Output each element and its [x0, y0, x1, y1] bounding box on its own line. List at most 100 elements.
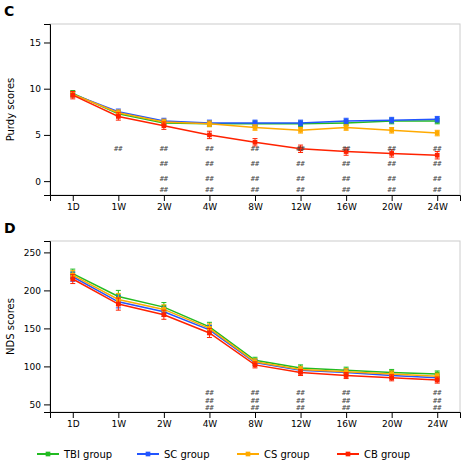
error-bar-cap: [389, 117, 394, 118]
x-tick-label: 1D: [67, 202, 80, 212]
error-bar-cap: [344, 372, 349, 373]
plot-frame: [50, 24, 460, 195]
y-tick-mark: [44, 252, 50, 253]
point: [207, 121, 212, 126]
x-tick: 2W: [157, 195, 172, 212]
error-bar-cap: [344, 124, 349, 125]
annotation: ##: [205, 404, 214, 412]
error-bar: [207, 131, 212, 138]
error-bar-cap: [435, 130, 440, 131]
error-bar-cap: [344, 367, 349, 368]
y-tick-mark: [44, 135, 50, 136]
point: [389, 128, 394, 133]
point: [389, 119, 394, 124]
annotation: ##: [296, 175, 305, 183]
error-bar-cap: [435, 377, 440, 378]
y-tick-label: 15: [30, 38, 41, 48]
x-tick: 24W: [428, 412, 448, 429]
title: C: [4, 3, 14, 19]
y-tick: 5: [35, 130, 50, 140]
error-bar-cap: [161, 302, 166, 303]
x-tick: 16W: [336, 195, 356, 212]
annotation: ##: [160, 186, 169, 194]
annotation: ##: [342, 145, 351, 153]
annotation: ##: [433, 186, 442, 194]
x-tick-mark: [437, 195, 438, 201]
y-tick-label: 100: [24, 362, 41, 372]
error-bar-cap: [70, 91, 75, 92]
x-tick-label: 4W: [203, 202, 218, 212]
error-bar: [389, 117, 394, 123]
error-bar-cap: [253, 130, 258, 131]
point: [253, 121, 258, 126]
error-bar-cap: [298, 369, 303, 370]
y-axis-label: Purdy scores: [5, 78, 16, 142]
y-tick-mark: [44, 290, 50, 291]
annotation: ##: [251, 175, 260, 183]
y-tick-label: 10: [30, 84, 42, 94]
point: [162, 312, 167, 317]
error-bar-cap: [344, 123, 349, 124]
point: [298, 121, 303, 126]
x-tick-label: 20W: [382, 419, 402, 429]
error-bar-cap: [389, 380, 394, 381]
x-tick: 20W: [382, 412, 402, 429]
error-bar-cap: [253, 361, 258, 362]
y-tick: 10: [30, 84, 50, 94]
error-bar: [344, 125, 349, 131]
error-bar-cap: [116, 109, 121, 110]
legend-label: CB group: [364, 449, 410, 460]
y-tick: 250: [24, 248, 50, 258]
point: [435, 378, 440, 383]
error-bar-cap: [116, 112, 121, 113]
error-bar-cap: [298, 125, 303, 126]
plot-frame: [50, 241, 460, 412]
error-bar-cap: [116, 293, 121, 294]
error-bar-cap: [70, 269, 75, 270]
error-bar-cap: [389, 123, 394, 124]
error-bar-cap: [253, 357, 258, 358]
legend-item: TBI group: [37, 449, 112, 460]
error-bar-cap: [161, 118, 166, 119]
x-tick: 12W: [291, 412, 311, 429]
point: [344, 373, 349, 378]
y-tick-mark: [44, 328, 50, 329]
annotation: ##: [387, 175, 396, 183]
x-tick-label: 4W: [203, 419, 218, 429]
error-bar-cap: [344, 118, 349, 119]
annotation: ##: [296, 186, 305, 194]
x-tick: 12W: [291, 195, 311, 212]
y-tick: 0: [35, 177, 50, 187]
error-bar-cap: [389, 369, 394, 370]
error-bar: [116, 113, 121, 120]
y-tick-mark: [44, 366, 50, 367]
legend-item: CS group: [237, 449, 310, 460]
error-bar-cap: [207, 121, 212, 122]
error-bar: [116, 298, 121, 310]
annotation: ##: [387, 160, 396, 168]
error-bar-cap: [298, 364, 303, 365]
annotations: ##############################: [205, 389, 442, 412]
legend: TBI groupSC groupCS groupCB group: [37, 449, 410, 460]
x-tick-mark: [164, 412, 165, 418]
error-bar-cap: [207, 120, 212, 121]
x-tick: 1W: [112, 412, 127, 429]
error-bar-cap: [116, 120, 121, 121]
x-tick-mark: [118, 412, 119, 418]
error-bar: [298, 121, 303, 127]
error-bar: [70, 274, 75, 283]
error-bar-cap: [435, 121, 440, 122]
error-bar: [435, 377, 440, 383]
series-line: [73, 277, 437, 378]
error-bar-cap: [435, 135, 440, 136]
error-bar-cap: [298, 375, 303, 376]
annotation: ##: [433, 175, 442, 183]
error-bar-cap: [207, 323, 212, 324]
error-bar-cap: [435, 158, 440, 159]
point: [207, 121, 212, 126]
title: D: [4, 220, 16, 236]
error-bar-cap: [161, 310, 166, 311]
error-bar-cap: [207, 328, 212, 329]
x-tick-label: 16W: [336, 419, 356, 429]
x-tick-mark: [301, 412, 302, 418]
